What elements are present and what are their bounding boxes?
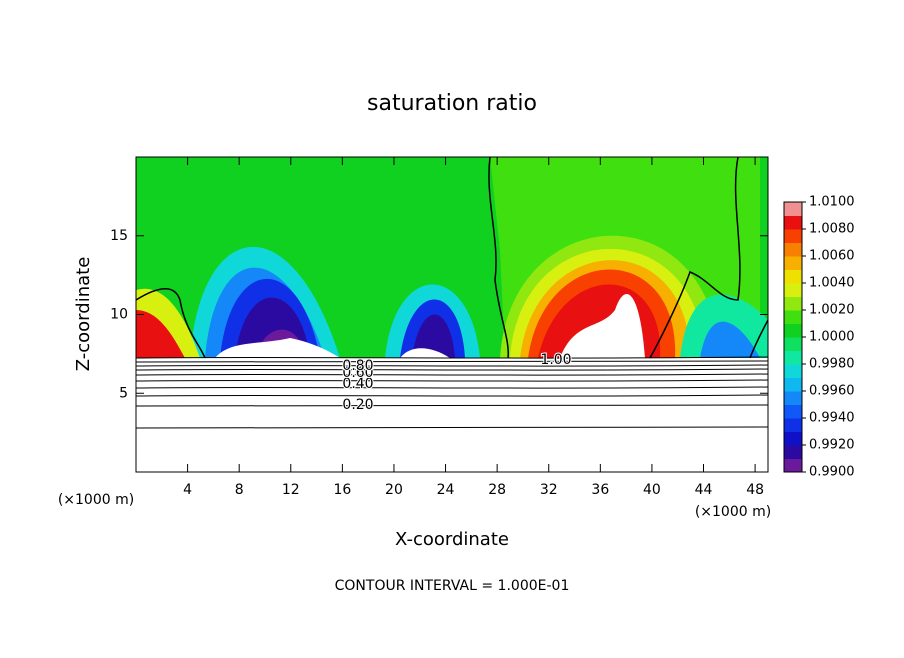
y-tick-label: 15 — [110, 228, 128, 244]
y-tick-label: 5 — [119, 385, 128, 401]
x-tick-label: 32 — [540, 482, 558, 498]
x-tick-label: 4 — [183, 482, 192, 498]
colorbar-band — [784, 364, 802, 378]
colorbar-tick-label: 1.0100 — [809, 195, 855, 210]
colorbar-band — [784, 283, 802, 297]
x-tick-label: 24 — [437, 482, 455, 498]
colorbar-band — [784, 350, 802, 365]
chart-title: saturation ratio — [367, 91, 537, 116]
contour-label: 0.20 — [342, 397, 373, 413]
colorbar-band — [784, 229, 802, 243]
x-unit: (×1000 m) — [695, 504, 771, 520]
colorbar-tick-label: 1.0040 — [809, 276, 855, 291]
colorbar-band — [784, 215, 802, 230]
colorbar-band — [784, 202, 802, 216]
colorbar-band — [784, 256, 802, 270]
colorbar-band — [784, 391, 802, 405]
y-axis-label: Z-coordinate — [73, 257, 94, 372]
colorbar-tick-label: 1.0080 — [809, 222, 855, 237]
y-tick-label: 10 — [110, 307, 128, 323]
colorbar-tick-label: 0.9940 — [809, 411, 855, 426]
colorbar-band — [784, 296, 802, 311]
colorbar-band — [784, 404, 802, 419]
x-tick-label: 44 — [695, 482, 713, 498]
colorbar-tick-label: 1.0000 — [809, 330, 855, 345]
colorbar-tick-label: 0.9900 — [809, 465, 855, 480]
colorbar-tick-label: 0.9980 — [809, 357, 855, 372]
contour-label: 1.00 — [540, 352, 571, 368]
colorbar-band — [784, 418, 802, 432]
colorbar-band — [784, 445, 802, 459]
colorbar-tick-label: 1.0060 — [809, 249, 855, 264]
colorbar-band — [784, 431, 802, 446]
x-tick-label: 36 — [591, 482, 609, 498]
colorbar-tick-label: 0.9960 — [809, 384, 855, 399]
x-axis-label: X-coordinate — [395, 529, 509, 550]
x-tick-label: 40 — [643, 482, 661, 498]
contour-label: 0.40 — [342, 376, 373, 392]
colorbar-band — [784, 337, 802, 351]
colorbar-band — [784, 242, 802, 257]
colorbar-tick-label: 0.9920 — [809, 438, 855, 453]
field — [136, 157, 768, 472]
footer: CONTOUR INTERVAL = 1.000E-01 — [335, 578, 570, 594]
contour-label: 0.80 — [342, 358, 373, 374]
colorbar-band — [784, 323, 802, 338]
x-tick-label: 20 — [385, 482, 403, 498]
x-tick-label: 12 — [282, 482, 300, 498]
x-tick-label: 8 — [235, 482, 244, 498]
contour-label: 0.60 — [342, 365, 373, 381]
x-tick-label: 28 — [488, 482, 506, 498]
colorbar-band — [784, 377, 802, 392]
x-unit: (×1000 m) — [58, 492, 134, 508]
x-tick-label: 48 — [746, 482, 764, 498]
colorbar-tick-label: 1.0020 — [809, 303, 855, 318]
colorbar-band — [784, 269, 802, 284]
x-tick-label: 16 — [333, 482, 351, 498]
colorbar-band — [784, 458, 802, 473]
colorbar-band — [784, 310, 802, 324]
